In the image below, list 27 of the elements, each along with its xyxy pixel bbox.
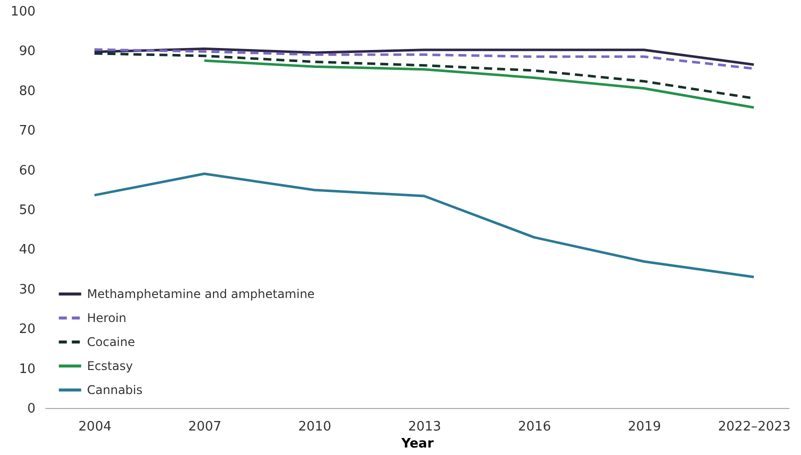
- line-series: [203, 59, 756, 109]
- y-tick-label: 50: [18, 203, 36, 218]
- y-tick-label: 0: [27, 402, 36, 416]
- legend-label: Heroin: [87, 311, 126, 325]
- x-tick-label: 2016: [518, 420, 552, 434]
- legend-label: Cannabis: [87, 383, 142, 397]
- y-tick-label: 70: [18, 124, 36, 139]
- legend-label: Cocaine: [87, 335, 135, 349]
- legend-label: Methamphetamine and amphetamine: [87, 287, 315, 301]
- x-tick-label: 2019: [628, 420, 661, 434]
- legend-label: Ecstasy: [87, 359, 133, 373]
- y-tick-label: 20: [18, 322, 36, 338]
- x-tick-label: 2022–2023: [718, 420, 791, 434]
- y-tick-label: 40: [18, 242, 36, 258]
- x-tick-label: 2004: [78, 420, 112, 434]
- y-tick-label: 80: [18, 84, 36, 99]
- y-tick-label: 90: [18, 44, 36, 60]
- x-tick-label: 2010: [298, 420, 332, 434]
- y-tick-label: 30: [18, 282, 36, 298]
- x-axis-title: Year: [400, 436, 434, 452]
- y-tick-label: 10: [18, 362, 36, 377]
- line-series: [93, 47, 756, 66]
- y-tick-label: 60: [18, 163, 36, 178]
- x-tick-label: 2013: [408, 420, 442, 434]
- x-tick-label: 2007: [188, 420, 222, 434]
- y-tick-label: 100: [10, 4, 36, 20]
- line-series: [93, 172, 756, 278]
